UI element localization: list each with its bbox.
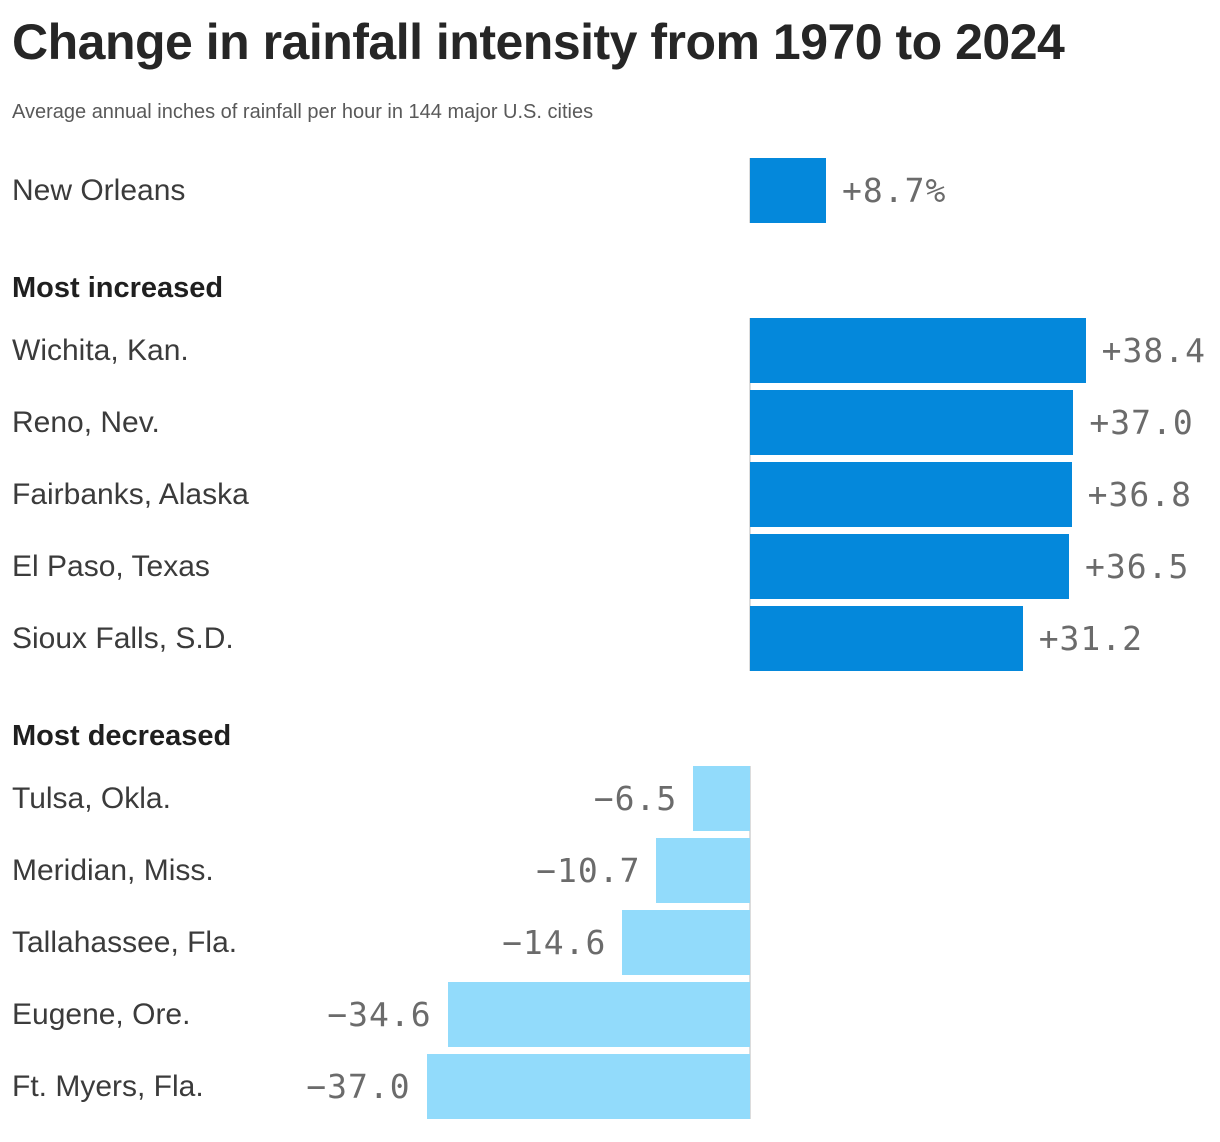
highlight-bar-section: New Orleans +8.7% bbox=[0, 158, 1220, 223]
bar-negative bbox=[656, 838, 750, 903]
value-label: −14.6 bbox=[502, 923, 607, 962]
city-label: Ft. Myers, Fla. bbox=[12, 1070, 204, 1103]
bar-row: Tallahassee, Fla. −14.6 bbox=[0, 910, 1220, 975]
rainfall-intensity-chart: Change in rainfall intensity from 1970 t… bbox=[0, 16, 1220, 1142]
city-label: Eugene, Ore. bbox=[12, 998, 191, 1031]
value-label: +37.0 bbox=[1089, 403, 1194, 442]
value-label: −34.6 bbox=[327, 995, 432, 1034]
bar-row: Meridian, Miss. −10.7 bbox=[0, 838, 1220, 903]
bar-row: New Orleans +8.7% bbox=[0, 158, 1220, 223]
city-label: Reno, Nev. bbox=[12, 406, 160, 439]
bar-positive bbox=[750, 534, 1069, 599]
bar-negative bbox=[447, 982, 750, 1047]
value-label: +36.8 bbox=[1087, 475, 1192, 514]
city-label: Tulsa, Okla. bbox=[12, 782, 171, 815]
zero-axis-line bbox=[749, 158, 751, 223]
bar-row: Eugene, Ore. −34.6 bbox=[0, 982, 1220, 1047]
city-label: Meridian, Miss. bbox=[12, 854, 214, 887]
value-label: +38.4 bbox=[1101, 331, 1206, 370]
city-label: Fairbanks, Alaska bbox=[12, 478, 249, 511]
bar-row: Sioux Falls, S.D. +31.2 bbox=[0, 606, 1220, 671]
city-label: Sioux Falls, S.D. bbox=[12, 622, 234, 655]
bar-negative bbox=[693, 766, 750, 831]
bar-positive bbox=[750, 462, 1072, 527]
bar-positive bbox=[750, 158, 827, 223]
chart-title: Change in rainfall intensity from 1970 t… bbox=[12, 14, 1065, 70]
most-increased-bar-section: Wichita, Kan. +38.4 Reno, Nev. +37.0 Fairban… bbox=[0, 318, 1220, 671]
value-label: +8.7% bbox=[842, 171, 947, 210]
value-label: +36.5 bbox=[1085, 547, 1190, 586]
heading-most-decreased: Most decreased bbox=[12, 720, 232, 752]
value-label: −37.0 bbox=[306, 1067, 411, 1106]
bar-row: Reno, Nev. +37.0 bbox=[0, 390, 1220, 455]
bar-positive bbox=[750, 390, 1074, 455]
bar-row: Tulsa, Okla. −6.5 bbox=[0, 766, 1220, 831]
city-label: New Orleans bbox=[12, 174, 186, 207]
city-label: Wichita, Kan. bbox=[12, 334, 189, 367]
value-label: +31.2 bbox=[1038, 619, 1144, 658]
bar-row: Ft. Myers, Fla. −37.0 bbox=[0, 1054, 1220, 1119]
bar-negative bbox=[622, 910, 750, 975]
bar-row: El Paso, Texas +36.5 bbox=[0, 534, 1220, 599]
bar-negative bbox=[426, 1054, 750, 1119]
value-label: −10.7 bbox=[536, 851, 641, 890]
city-label: El Paso, Texas bbox=[12, 550, 210, 583]
zero-axis-line bbox=[749, 318, 751, 671]
chart-subtitle: Average annual inches of rainfall per ho… bbox=[12, 101, 594, 123]
bar-positive bbox=[750, 606, 1023, 671]
value-label: −6.5 bbox=[593, 779, 678, 818]
most-decreased-bar-section: Tulsa, Okla. −6.5 Meridian, Miss. −10.7 Tall… bbox=[0, 766, 1220, 1119]
bar-row: Fairbanks, Alaska +36.8 bbox=[0, 462, 1220, 527]
city-label: Tallahassee, Fla. bbox=[12, 926, 238, 959]
heading-most-increased: Most increased bbox=[12, 272, 224, 304]
bar-positive bbox=[750, 318, 1086, 383]
bar-row: Wichita, Kan. +38.4 bbox=[0, 318, 1220, 383]
